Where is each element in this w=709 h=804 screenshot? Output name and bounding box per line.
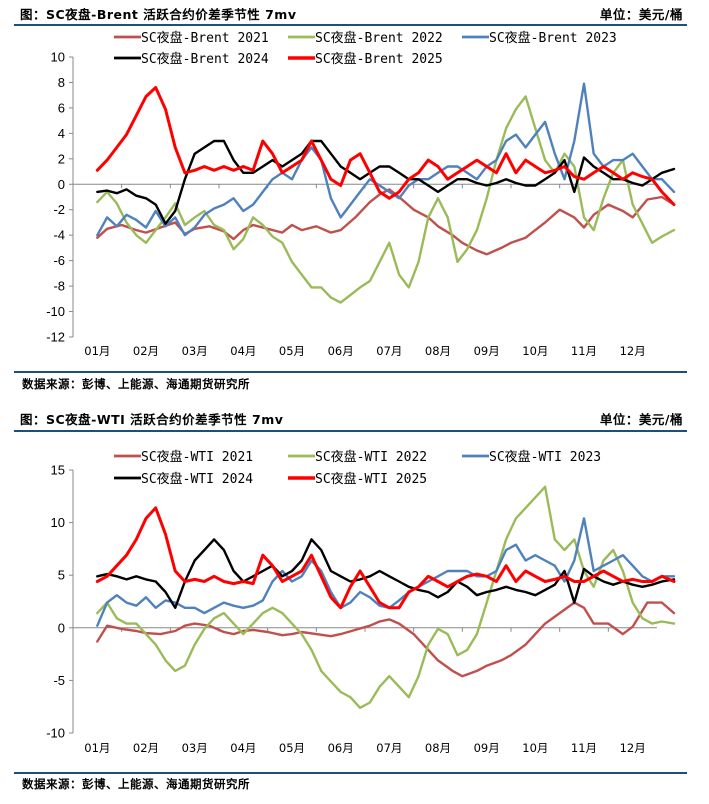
wti-chart-title: 图：SC夜盘-WTI 活跃合约价差季节性 7mv — [20, 412, 284, 427]
wti-month-label: 01月 — [84, 741, 110, 755]
wti-month-label: 04月 — [230, 741, 256, 755]
wti-header: 图：SC夜盘-WTI 活跃合约价差季节性 7mv 单位：美元/桶 — [20, 409, 683, 427]
brent-y-tick-label: -2 — [53, 202, 65, 217]
wti-unit-label: 单位：美元/桶 — [599, 412, 683, 427]
brent-month-label: 11月 — [571, 344, 597, 358]
brent-month-label: 04月 — [230, 344, 256, 358]
brent-legend-label-2024: SC夜盘-Brent 2024 — [141, 51, 269, 67]
wti-legend-label-2025: SC夜盘-WTI 2025 — [315, 471, 427, 487]
brent-top-rule — [14, 24, 687, 26]
brent-month-label: 07月 — [376, 344, 402, 358]
wti-month-label: 05月 — [279, 741, 305, 755]
brent-y-tick-label: 2 — [58, 151, 65, 166]
brent-y-tick-label: -4 — [53, 228, 65, 243]
wti-line-2025 — [95, 506, 676, 610]
brent-header: 图：SC夜盘-Brent 活跃合约价差季节性 7mv 单位：美元/桶 — [20, 4, 683, 22]
brent-spread-chart: -12 -10 -8 -6 -4 -2 0 2 4 6 8 10 01月 02月 03月 04月 05月 06月 0… — [46, 30, 676, 358]
brent-bottom-rule — [14, 371, 687, 373]
brent-month-label: 06月 — [328, 344, 354, 358]
wti-y-tick-label: -10 — [46, 726, 65, 741]
brent-month-label: 08月 — [425, 344, 451, 358]
brent-month-label: 01月 — [84, 344, 110, 358]
brent-legend-label-2022: SC夜盘-Brent 2022 — [315, 30, 443, 46]
wti-y-tick-label: 10 — [51, 515, 65, 530]
brent-y-tick-label: -8 — [53, 279, 65, 294]
wti-top-rule — [14, 430, 687, 432]
wti-legend-label-2022: SC夜盘-WTI 2022 — [315, 449, 427, 465]
brent-y-tick-label: 0 — [58, 177, 65, 192]
brent-legend-label-2023: SC夜盘-Brent 2023 — [489, 30, 617, 46]
wti-legend-label-2021: SC夜盘-WTI 2021 — [141, 449, 253, 465]
brent-line-2022 — [96, 95, 676, 304]
wti-line-2021 — [96, 601, 676, 678]
wti-spread-chart: -10 -5 0 5 10 15 01月 02月 03月 04月 05月 06月 07月 08月 09月 10… — [46, 449, 676, 755]
wti-month-label: 09月 — [474, 741, 500, 755]
wti-bottom-rule — [14, 772, 687, 774]
brent-line-2023 — [96, 82, 676, 237]
brent-y-tick-label: 8 — [58, 75, 65, 90]
brent-month-label: 03月 — [182, 344, 208, 358]
wti-source-note: 数据来源：彭博、上能源、海通期货研究所 — [22, 777, 250, 791]
brent-month-label: 12月 — [620, 344, 646, 358]
wti-line-2022 — [96, 485, 676, 709]
wti-month-label: 08月 — [425, 741, 451, 755]
brent-month-label: 10月 — [522, 344, 548, 358]
brent-line-2025 — [95, 86, 676, 207]
brent-chart-title: 图：SC夜盘-Brent 活跃合约价差季节性 7mv — [20, 7, 297, 22]
brent-y-tick-label: 6 — [58, 100, 65, 115]
wti-month-label: 03月 — [182, 741, 208, 755]
wti-legend-label-2024: SC夜盘-WTI 2024 — [141, 471, 253, 487]
wti-month-label: 12月 — [620, 741, 646, 755]
brent-month-label: 09月 — [474, 344, 500, 358]
brent-legend-label-2025: SC夜盘-Brent 2025 — [315, 51, 443, 67]
wti-month-label: 11月 — [571, 741, 597, 755]
brent-panel: 图：SC夜盘-Brent 活跃合约价差季节性 7mv 单位：美元/桶 -12 -1… — [0, 0, 709, 397]
wti-month-label: 07月 — [376, 741, 402, 755]
wti-y-tick-label: -5 — [53, 673, 65, 688]
brent-y-tick-label: 4 — [58, 126, 65, 141]
wti-month-label: 06月 — [328, 741, 354, 755]
brent-month-label: 05月 — [279, 344, 305, 358]
wti-month-label: 02月 — [133, 741, 159, 755]
brent-unit-label: 单位：美元/桶 — [599, 7, 683, 22]
wti-y-tick-label: 5 — [58, 568, 65, 583]
wti-legend-label-2023: SC夜盘-WTI 2023 — [489, 449, 601, 465]
brent-month-label: 02月 — [133, 344, 159, 358]
brent-legend-label-2021: SC夜盘-Brent 2021 — [141, 30, 269, 46]
brent-line-2024 — [96, 139, 676, 225]
brent-y-tick-label: -12 — [46, 330, 65, 345]
brent-y-tick-label: 10 — [51, 50, 65, 65]
wti-line-2024 — [96, 538, 676, 610]
brent-source-note: 数据来源：彭博、上能源、海通期货研究所 — [22, 377, 250, 391]
wti-y-tick-label: 0 — [58, 620, 65, 635]
wti-panel: 图：SC夜盘-WTI 活跃合约价差季节性 7mv 单位：美元/桶 -10 -5 0 5… — [0, 404, 709, 804]
brent-y-tick-label: -6 — [53, 253, 65, 268]
brent-y-tick-label: -10 — [46, 304, 65, 319]
wti-y-tick-label: 15 — [51, 463, 65, 478]
wti-month-label: 10月 — [522, 741, 548, 755]
